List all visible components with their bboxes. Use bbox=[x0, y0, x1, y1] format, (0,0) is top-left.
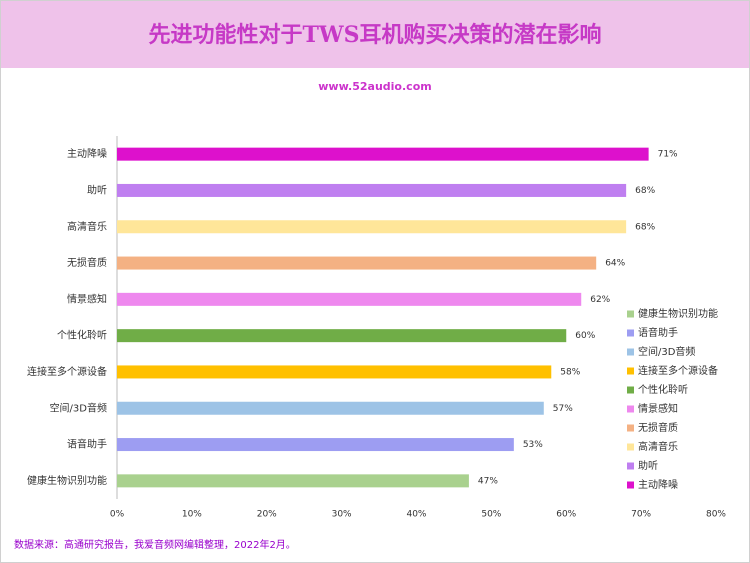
y-tick-label: 无损音质 bbox=[67, 256, 107, 269]
title-band bbox=[1, 1, 749, 68]
y-tick-label: 健康生物识别功能 bbox=[27, 474, 107, 487]
value-label: 68% bbox=[635, 186, 655, 196]
value-label: 64% bbox=[605, 259, 625, 269]
value-label: 53% bbox=[523, 440, 543, 450]
y-tick-label: 连接至多个源设备 bbox=[27, 365, 107, 378]
bar bbox=[117, 220, 627, 234]
y-tick-label: 高清音乐 bbox=[67, 220, 107, 233]
legend-label: 个性化聆听 bbox=[638, 383, 688, 396]
value-label: 47% bbox=[478, 476, 498, 486]
legend-label: 情景感知 bbox=[638, 402, 678, 415]
legend-label: 助听 bbox=[638, 459, 658, 472]
x-tick-label: 70% bbox=[631, 510, 651, 520]
x-tick-label: 60% bbox=[556, 510, 576, 520]
legend-swatch bbox=[627, 405, 634, 413]
y-tick-label: 个性化聆听 bbox=[57, 329, 107, 342]
x-tick-label: 30% bbox=[332, 510, 352, 520]
x-tick-label: 0% bbox=[110, 510, 125, 520]
bar bbox=[117, 292, 582, 306]
x-tick-label: 50% bbox=[481, 510, 501, 520]
legend-label: 高清音乐 bbox=[638, 440, 678, 453]
y-tick-label: 语音助手 bbox=[67, 438, 107, 451]
legend-label: 健康生物识别功能 bbox=[638, 307, 718, 320]
bar bbox=[117, 474, 469, 488]
bar bbox=[117, 365, 552, 379]
legend-label: 主动降噪 bbox=[638, 478, 678, 491]
bar bbox=[117, 438, 514, 452]
x-tick-label: 40% bbox=[406, 510, 426, 520]
legend-swatch bbox=[627, 329, 634, 337]
legend-swatch bbox=[627, 424, 634, 432]
legend-swatch bbox=[627, 310, 634, 318]
value-label: 57% bbox=[553, 404, 573, 414]
y-tick-label: 助听 bbox=[87, 183, 107, 196]
legend-swatch bbox=[627, 386, 634, 394]
y-tick-label: 主动降噪 bbox=[67, 147, 107, 160]
legend-label: 无损音质 bbox=[638, 421, 678, 434]
legend-swatch bbox=[627, 367, 634, 375]
bar bbox=[117, 147, 649, 161]
y-tick-label: 情景感知 bbox=[67, 292, 107, 305]
bar bbox=[117, 183, 627, 197]
bar bbox=[117, 256, 597, 270]
legend-swatch bbox=[627, 462, 634, 470]
legend-swatch bbox=[627, 348, 634, 356]
bar bbox=[117, 329, 567, 343]
x-tick-label: 10% bbox=[182, 510, 202, 520]
legend-label: 语音助手 bbox=[638, 326, 678, 339]
value-label: 71% bbox=[658, 150, 678, 160]
subtitle: www.52audio.com bbox=[318, 80, 431, 93]
x-tick-label: 20% bbox=[257, 510, 277, 520]
legend-swatch bbox=[627, 443, 634, 451]
source-note: 数据来源：高通研究报告，我爱音频网编辑整理，2022年2月。 bbox=[14, 538, 296, 551]
value-label: 68% bbox=[635, 222, 655, 232]
value-label: 60% bbox=[575, 331, 595, 341]
value-label: 62% bbox=[590, 295, 610, 305]
value-label: 58% bbox=[560, 367, 580, 377]
legend-swatch bbox=[627, 481, 634, 489]
y-tick-label: 空间/3D音频 bbox=[50, 401, 107, 414]
chart-title: 先进功能性对于TWS耳机购买决策的潜在影响 bbox=[149, 22, 602, 48]
legend-label: 连接至多个源设备 bbox=[638, 364, 718, 377]
legend-label: 空间/3D音频 bbox=[638, 345, 695, 358]
x-tick-label: 80% bbox=[706, 510, 726, 520]
bar bbox=[117, 401, 544, 415]
